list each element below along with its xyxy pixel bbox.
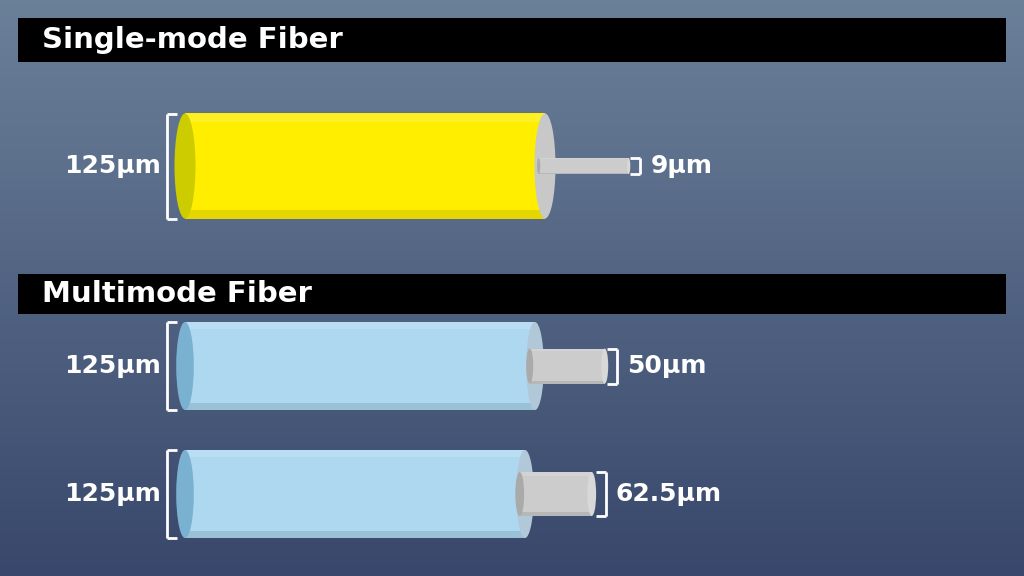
Bar <box>185 322 535 410</box>
Text: Single-mode Fiber: Single-mode Fiber <box>42 26 343 54</box>
Bar <box>529 348 605 351</box>
Text: 125μm: 125μm <box>65 482 161 506</box>
Ellipse shape <box>535 113 555 218</box>
Text: 50μm: 50μm <box>627 354 707 378</box>
Bar <box>185 113 545 122</box>
Bar <box>185 322 535 329</box>
Text: Multimode Fiber: Multimode Fiber <box>42 280 312 308</box>
Ellipse shape <box>176 450 194 538</box>
Text: 125μm: 125μm <box>65 154 161 178</box>
Bar <box>185 531 525 538</box>
Bar <box>185 210 545 218</box>
Bar <box>185 113 545 218</box>
Ellipse shape <box>627 158 631 174</box>
Ellipse shape <box>526 322 544 410</box>
Bar <box>539 173 629 174</box>
Bar <box>520 472 592 476</box>
Ellipse shape <box>526 348 534 384</box>
Text: 62.5μm: 62.5μm <box>615 482 722 506</box>
Bar <box>185 403 535 410</box>
Text: 9μm: 9μm <box>650 154 713 178</box>
Bar <box>185 450 525 457</box>
Bar <box>529 381 605 384</box>
Ellipse shape <box>176 322 194 410</box>
Ellipse shape <box>516 450 534 538</box>
Bar <box>520 472 592 516</box>
Bar <box>18 18 1006 62</box>
Bar <box>520 513 592 516</box>
Bar <box>185 450 525 538</box>
Ellipse shape <box>515 472 524 516</box>
Ellipse shape <box>174 113 196 218</box>
Text: 125μm: 125μm <box>65 354 161 378</box>
Ellipse shape <box>601 348 608 384</box>
Bar <box>18 274 1006 314</box>
Ellipse shape <box>538 158 541 174</box>
Bar <box>539 158 629 160</box>
Bar <box>539 158 629 174</box>
Ellipse shape <box>588 472 596 516</box>
Bar <box>529 348 605 384</box>
